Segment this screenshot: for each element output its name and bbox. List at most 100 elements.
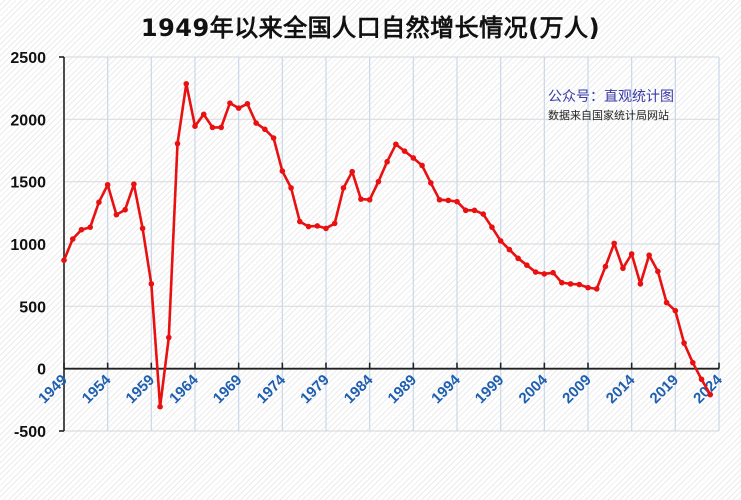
data-point: [515, 255, 521, 262]
y-tick-label: 0: [37, 362, 46, 379]
data-point: [270, 135, 277, 141]
x-tick-label: 2019: [647, 371, 683, 407]
data-point: [585, 284, 591, 291]
chart-title: 1949年以来全国人口自然增长情况(万人): [140, 14, 601, 42]
data-point: [410, 155, 417, 161]
data-point: [96, 199, 102, 206]
data-point: [200, 111, 207, 118]
data-point: [358, 196, 364, 202]
data-point: [532, 269, 539, 275]
data-point: [366, 196, 373, 203]
data-point: [646, 252, 652, 259]
data-point: [297, 218, 303, 225]
data-point: [340, 185, 347, 191]
y-tick-label: 2000: [10, 112, 46, 129]
data-point: [192, 123, 198, 129]
x-tick-label: 1994: [428, 371, 464, 407]
data-point: [279, 168, 286, 174]
data-point: [506, 246, 513, 253]
data-point: [681, 340, 687, 346]
y-tick-label: -500: [14, 424, 46, 441]
data-point: [183, 81, 190, 87]
watermark-source: 数据来自国家统计局网站: [548, 109, 669, 122]
data-point: [593, 286, 600, 292]
data-point: [445, 197, 452, 204]
data-point: [620, 265, 626, 272]
data-point: [375, 178, 382, 185]
x-tick-label: 1959: [123, 371, 159, 407]
data-point: [61, 257, 67, 264]
data-point: [454, 198, 460, 205]
x-tick-label: 1989: [385, 371, 421, 407]
data-point: [166, 334, 172, 341]
data-point: [559, 279, 565, 286]
data-point: [227, 100, 233, 106]
data-point: [323, 225, 329, 232]
data-point: [122, 206, 128, 213]
data-point: [524, 262, 530, 268]
data-point: [602, 263, 609, 270]
x-tick-label: 2004: [516, 371, 552, 407]
data-point: [628, 251, 635, 257]
data-point: [550, 269, 556, 276]
x-tick-label: 1979: [297, 371, 333, 407]
data-point: [69, 236, 76, 242]
data-point: [331, 220, 338, 227]
data-point: [690, 359, 696, 366]
data-point: [235, 105, 242, 111]
data-point: [314, 223, 321, 229]
data-point: [305, 223, 312, 230]
data-point: [157, 403, 163, 410]
data-point: [253, 120, 259, 126]
data-point: [349, 168, 356, 175]
x-tick-label: 1954: [79, 371, 115, 407]
data-point: [489, 224, 495, 230]
x-tick-label: 1964: [166, 371, 202, 407]
y-tick-label: 2500: [10, 50, 46, 67]
data-point: [218, 124, 224, 131]
data-point: [611, 240, 617, 247]
y-tick-label: 500: [19, 299, 46, 316]
data-point: [480, 211, 487, 217]
x-tick-label: 1969: [210, 371, 246, 407]
data-point: [288, 185, 294, 191]
data-point: [419, 162, 425, 169]
data-point: [637, 281, 644, 287]
watermark-account: 公众号：直观统计图: [548, 89, 674, 105]
y-tick-label: 1000: [10, 237, 46, 254]
data-point: [104, 181, 111, 188]
y-tick-label: 1500: [10, 175, 46, 192]
data-point: [113, 211, 120, 218]
data-point: [209, 124, 216, 131]
data-point: [576, 281, 583, 288]
data-point: [428, 180, 434, 186]
x-tick-label: 1984: [341, 371, 377, 407]
data-point: [462, 207, 469, 214]
data-point: [131, 181, 137, 187]
data-point: [655, 268, 661, 275]
data-point: [663, 299, 670, 306]
data-point: [148, 281, 155, 287]
data-point: [401, 148, 408, 154]
x-tick-label: 2014: [603, 371, 639, 407]
data-point: [707, 391, 714, 398]
data-point: [244, 100, 251, 107]
data-point: [436, 196, 443, 203]
data-point: [87, 224, 93, 230]
data-point: [174, 140, 181, 147]
data-point: [567, 281, 574, 287]
x-tick-label: 1999: [472, 371, 508, 407]
data-point: [78, 226, 85, 233]
data-point: [497, 238, 504, 244]
x-tick-label: 1974: [254, 371, 290, 407]
data-point: [672, 307, 679, 314]
x-tick-label: 2009: [559, 371, 595, 407]
data-point: [471, 207, 478, 214]
data-point: [698, 376, 705, 383]
data-point: [541, 271, 548, 277]
data-point: [262, 126, 268, 133]
data-point: [139, 225, 146, 232]
data-point: [384, 158, 390, 165]
